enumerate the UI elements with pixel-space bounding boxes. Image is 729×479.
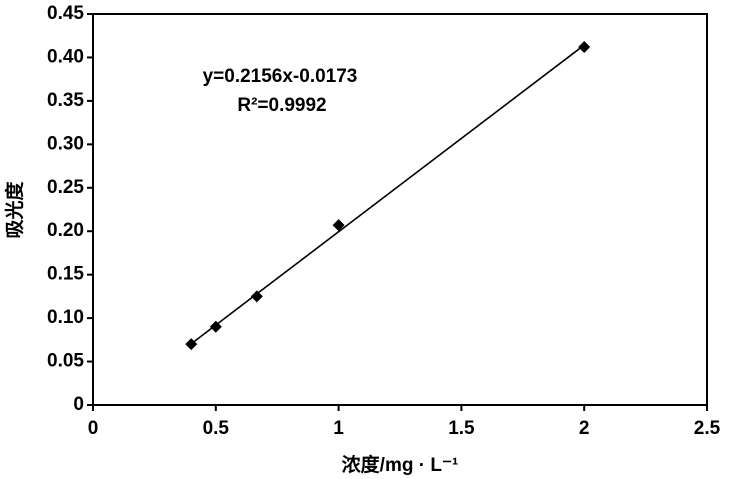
y-tick-label: 0.10 (47, 307, 84, 328)
x-tick-label: 2 (579, 418, 590, 439)
y-tick-label: 0.20 (47, 220, 84, 241)
x-tick-label: 1.5 (448, 418, 475, 439)
plot-frame (92, 13, 708, 406)
trendline (190, 44, 585, 345)
equation: y=0.2156x-0.0173 (203, 66, 358, 87)
y-tick-label: 0 (73, 394, 84, 415)
point (209, 320, 222, 333)
r-squared: R²=0.9992 (237, 95, 326, 116)
y-tick-label: 0.45 (47, 3, 84, 24)
y-tick-label: 0.40 (47, 46, 84, 67)
point (185, 338, 198, 351)
y-tick-label: 0.05 (47, 351, 84, 372)
x-axis-label: 浓度/mg · L⁻¹ (342, 453, 459, 476)
y-tick-label: 0.35 (47, 90, 84, 111)
x-tick-label: 0.5 (203, 418, 230, 439)
x-tick-label: 1 (333, 418, 344, 439)
point (332, 219, 345, 232)
y-tick-label: 0.30 (47, 133, 84, 154)
y-tick-label: 0.15 (47, 264, 84, 285)
y-axis-label: 吸光度 (3, 181, 26, 239)
point (250, 290, 263, 303)
y-tick-label: 0.25 (47, 177, 84, 198)
x-tick-label: 0 (88, 418, 99, 439)
x-tick-label: 2.5 (694, 418, 721, 439)
point (578, 41, 591, 54)
